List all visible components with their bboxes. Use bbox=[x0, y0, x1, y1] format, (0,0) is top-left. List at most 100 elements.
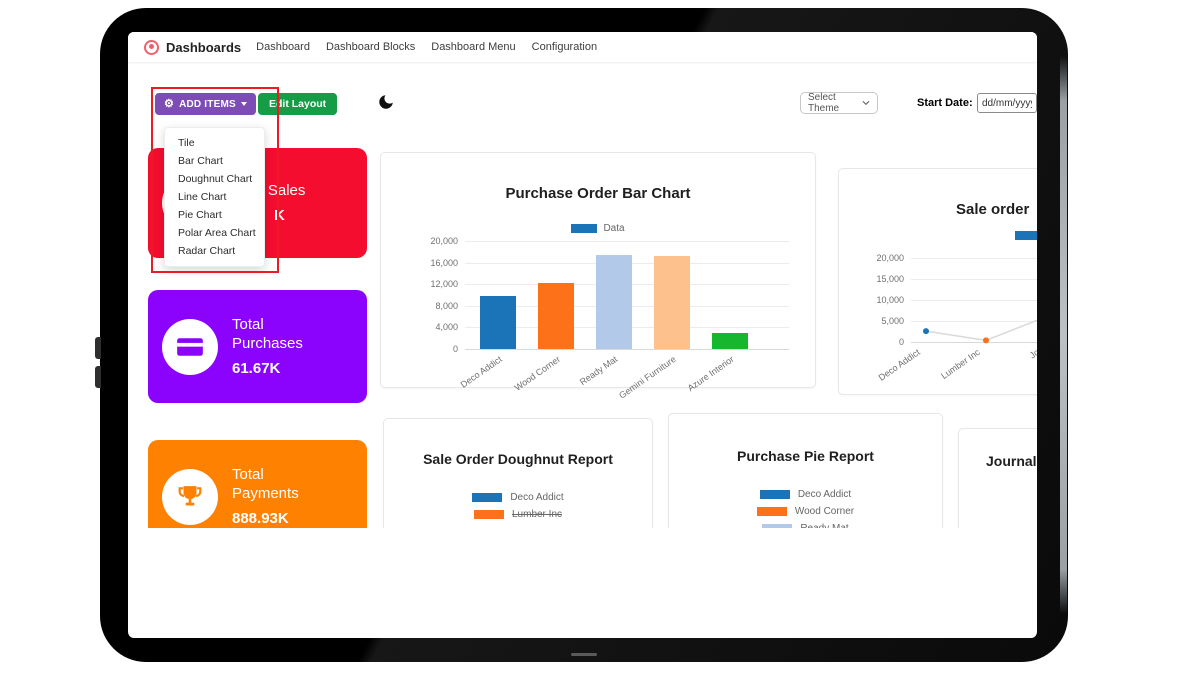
tile-total-payments[interactable]: Total Payments 888.93K bbox=[148, 440, 367, 528]
add-items-dropdown: Tile Bar Chart Doughnut Chart Line Chart Pie… bbox=[164, 127, 265, 267]
dashboard-app: Dashboards Dashboard Dashboard Blocks Dash… bbox=[128, 32, 1037, 528]
volume-up-button[interactable] bbox=[95, 337, 101, 359]
start-date-label: Start Date: bbox=[917, 97, 973, 109]
bar-wood-corner bbox=[538, 282, 574, 349]
y-axis-tick: 20,000 bbox=[876, 253, 904, 263]
credit-card-icon bbox=[162, 318, 218, 375]
chart-title: Purchase Pie Report bbox=[737, 448, 874, 464]
tablet-screen: Dashboards Dashboard Dashboard Blocks Dash… bbox=[128, 32, 1037, 638]
nav-item-dashboard[interactable]: Dashboard bbox=[256, 41, 310, 53]
x-axis-label: Wood Corner bbox=[512, 354, 562, 393]
x-axis-label: Deco Addict bbox=[458, 354, 504, 390]
tile-title: Total Purchases bbox=[232, 315, 303, 352]
legend-item-deco-addict[interactable]: Deco Addict bbox=[759, 489, 852, 500]
bar-gemini-furniture bbox=[654, 256, 690, 349]
gridline bbox=[465, 349, 789, 350]
bar-azure-interior bbox=[712, 332, 748, 349]
edit-layout-label: Edit Layout bbox=[269, 98, 327, 110]
y-axis-tick: 0 bbox=[898, 337, 904, 347]
chart-title: Journal bbox=[986, 453, 1037, 469]
start-date-input[interactable] bbox=[977, 93, 1037, 113]
chart-title: Purchase Order Bar Chart bbox=[505, 185, 691, 202]
doughnut-legend: Deco Addict Lumber Inc bbox=[384, 492, 652, 520]
legend-swatch bbox=[473, 510, 504, 519]
x-axis-label: Azure Interior bbox=[685, 354, 736, 394]
chevron-down-icon bbox=[862, 100, 870, 106]
sale-order-line-chart-card: Sale order 0 5,000 10,000 15,000 20,000 Deco … bbox=[838, 168, 1037, 395]
legend-swatch bbox=[756, 507, 787, 516]
menu-item-polar-area-chart[interactable]: Polar Area Chart bbox=[178, 227, 256, 239]
home-indicator[interactable] bbox=[571, 653, 597, 656]
app-logo-icon bbox=[144, 39, 159, 55]
y-axis-tick: 20,000 bbox=[430, 236, 458, 246]
tile-value: 61.67K bbox=[232, 360, 281, 378]
bar-ready-mat bbox=[596, 254, 632, 349]
edit-layout-button[interactable]: Edit Layout bbox=[258, 93, 338, 115]
y-axis-tick: 5,000 bbox=[881, 316, 904, 326]
gridline bbox=[911, 321, 1037, 322]
bar-plot: 0 4,000 8,000 12,000 16,000 20,000 Deco Addict… bbox=[430, 236, 789, 401]
legend-label: Wood Corner bbox=[794, 506, 855, 517]
legend-label: Lumber Inc bbox=[511, 509, 563, 520]
bar-legend-swatch bbox=[571, 224, 598, 233]
legend-item-lumber-inc[interactable]: Lumber Inc bbox=[473, 509, 563, 520]
bar-chart-legend-item[interactable]: Data bbox=[381, 223, 815, 234]
menu-item-tile[interactable]: Tile bbox=[178, 137, 195, 149]
line-series bbox=[923, 319, 1037, 344]
legend-swatch bbox=[472, 493, 503, 502]
line-legend-swatch[interactable] bbox=[1015, 231, 1037, 240]
y-axis-tick: 15,000 bbox=[876, 274, 904, 284]
legend-label: Deco Addict bbox=[797, 489, 852, 500]
add-items-button[interactable]: ⚙ ADD ITEMS bbox=[155, 93, 256, 115]
gridline bbox=[911, 342, 1037, 343]
moon-icon bbox=[379, 95, 393, 109]
menu-item-doughnut-chart[interactable]: Doughnut Chart bbox=[178, 173, 253, 185]
tile-value: 888.93K bbox=[232, 510, 289, 528]
top-navbar: Dashboards Dashboard Dashboard Blocks Dash… bbox=[128, 32, 1037, 62]
gridline bbox=[911, 258, 1037, 259]
legend-item-wood-corner[interactable]: Wood Corner bbox=[756, 506, 855, 517]
legend-item-deco-addict[interactable]: Deco Addict bbox=[472, 492, 564, 503]
nav-item-dashboard-menu[interactable]: Dashboard Menu bbox=[431, 41, 516, 53]
menu-item-bar-chart[interactable]: Bar Chart bbox=[178, 155, 223, 167]
x-axis-label: Ready Mat bbox=[578, 354, 620, 388]
tablet-frame: Dashboards Dashboard Dashboard Blocks Dash… bbox=[95, 8, 1068, 662]
nav-item-dashboard-blocks[interactable]: Dashboard Blocks bbox=[325, 41, 416, 53]
tile-title: Total Payments bbox=[232, 465, 299, 502]
theme-select[interactable]: Select Theme bbox=[800, 92, 878, 114]
y-axis-tick: 0 bbox=[452, 344, 458, 354]
tile-total-purchases[interactable]: Total Purchases 61.67K bbox=[148, 290, 367, 403]
x-axis-label: Lumber Inc bbox=[939, 347, 982, 382]
app-brand[interactable]: Dashboards bbox=[144, 39, 241, 55]
trophy-icon bbox=[162, 468, 218, 525]
caret-down-icon bbox=[240, 102, 247, 106]
legend-swatch bbox=[759, 490, 790, 499]
x-axis-label: Gemini Furniture bbox=[617, 354, 678, 401]
tile-text: Total Purchases 61.67K bbox=[232, 316, 327, 378]
menu-item-radar-chart[interactable]: Radar Chart bbox=[178, 245, 236, 257]
gear-icon: ⚙ bbox=[164, 97, 175, 110]
tile-value: K bbox=[274, 207, 285, 225]
gridline bbox=[911, 279, 1037, 280]
nav-item-configuration[interactable]: Configuration bbox=[531, 41, 598, 53]
y-axis-tick: 8,000 bbox=[435, 300, 458, 311]
menu-item-pie-chart[interactable]: Pie Chart bbox=[178, 209, 222, 221]
y-axis-tick: 12,000 bbox=[430, 279, 458, 290]
chart-title: Sale Order Doughnut Report bbox=[423, 451, 613, 467]
y-axis-tick: 4,000 bbox=[435, 322, 458, 333]
menu-item-line-chart[interactable]: Line Chart bbox=[178, 191, 227, 203]
x-axis-label: Jo bbox=[1028, 347, 1037, 361]
add-items-label: ADD ITEMS bbox=[179, 98, 236, 110]
dark-mode-toggle[interactable] bbox=[375, 91, 397, 113]
chart-title: Sale order bbox=[956, 201, 1030, 218]
x-axis-label: Deco Addict bbox=[876, 347, 922, 383]
purchase-bar-chart-card: Purchase Order Bar Chart Data 0 4,000 8,00… bbox=[380, 152, 816, 401]
purchase-pie-report-card: Purchase Pie Report Deco Addict Wood Corn… bbox=[668, 413, 943, 528]
y-axis-tick: 10,000 bbox=[876, 295, 904, 305]
volume-down-button[interactable] bbox=[95, 366, 101, 388]
legend-item-ready-mat[interactable]: Ready Mat bbox=[762, 523, 849, 528]
gridline bbox=[465, 241, 789, 242]
theme-select-label: Select Theme bbox=[808, 92, 840, 114]
journal-card: Journal bbox=[958, 428, 1037, 528]
line-plot: 0 5,000 10,000 15,000 20,000 Deco Addict Lumbe… bbox=[876, 253, 1037, 383]
